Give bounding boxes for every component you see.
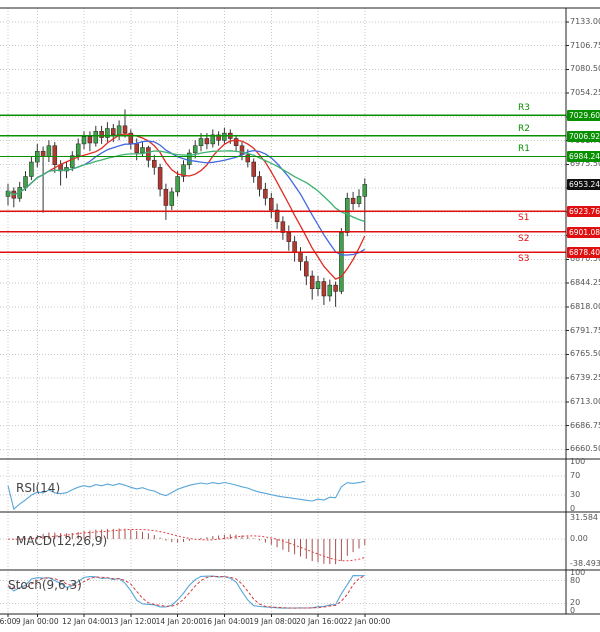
rsi-tick-label: 0: [570, 504, 576, 513]
price-tick-label: 6660.50: [570, 444, 600, 454]
time-axis-label: 14 Jan 20:00: [155, 617, 204, 626]
macd-label: MACD(12,26,9): [16, 534, 108, 548]
support-line-label: S2: [518, 233, 530, 244]
macd-tick-label: -38.493: [570, 559, 600, 569]
rsi-tick-label: 30: [570, 489, 581, 499]
price-tick-label: 7054.25: [570, 88, 600, 98]
macd-tick-label: 0.00: [570, 534, 588, 544]
price-tick-label: 6713.00: [570, 396, 600, 406]
support-price-badge: 6923.76: [567, 206, 600, 218]
macd-tick-label: 31.584: [570, 513, 598, 523]
price-tick-label: 6870.50: [570, 254, 600, 264]
stoch-tick-label: 20: [570, 598, 581, 608]
support-price-badge: 6901.08: [567, 226, 600, 238]
rsi-tick-label: 100: [570, 457, 586, 466]
resistance-price-badge: 7006.92: [567, 130, 600, 142]
time-axis-label: 12 Jan 04:00: [62, 617, 110, 626]
support-line-label: S1: [518, 213, 530, 224]
resistance-price-badge: 6984.24: [567, 151, 600, 163]
support-price-badge: 6878.40: [567, 247, 600, 259]
resistance-price-badge: 7029.60: [567, 110, 600, 122]
price-tick-label: 7080.50: [570, 64, 600, 74]
price-tick-label: 7133.00: [570, 16, 600, 26]
resistance-line-label: R2: [518, 123, 530, 134]
resistance-line-label: R3: [518, 103, 530, 114]
time-axis-label: 6:00: [0, 617, 17, 626]
time-axis-label: 22 Jan 00:00: [342, 617, 391, 626]
time-axis-label: 13 Jan 12:00: [108, 617, 157, 626]
price-tick-label: 6844.25: [570, 278, 600, 288]
rsi-label: RSI(14): [16, 481, 61, 495]
stoch-tick-label: 100: [570, 568, 586, 577]
price-tick-label: 6975.50: [570, 159, 600, 169]
last-price-badge: 6953.24: [567, 179, 600, 191]
time-axis-label: 9 Jan 00:00: [15, 617, 59, 626]
price-tick-label: 6765.50: [570, 349, 600, 359]
time-axis-label: 20 Jan 16:00: [296, 617, 344, 626]
stoch-tick-label: 80: [570, 575, 581, 585]
rsi-tick-label: 70: [570, 471, 581, 481]
support-line-label: S3: [518, 254, 530, 265]
time-axis-label: 19 Jan 08:00: [249, 617, 297, 626]
stoch-label: Stoch(9,6,3): [8, 578, 82, 592]
price-tick-label: 7106.75: [570, 40, 600, 50]
price-tick-label: 6791.75: [570, 325, 600, 335]
resistance-line-label: R1: [518, 144, 530, 155]
time-axis-label: 16 Jan 04:00: [202, 617, 250, 626]
price-tick-label: 6818.00: [570, 301, 600, 311]
stoch-tick-label: 0: [570, 606, 576, 615]
price-tick-label: 6686.75: [570, 420, 600, 430]
price-tick-label: 6739.25: [570, 373, 600, 383]
